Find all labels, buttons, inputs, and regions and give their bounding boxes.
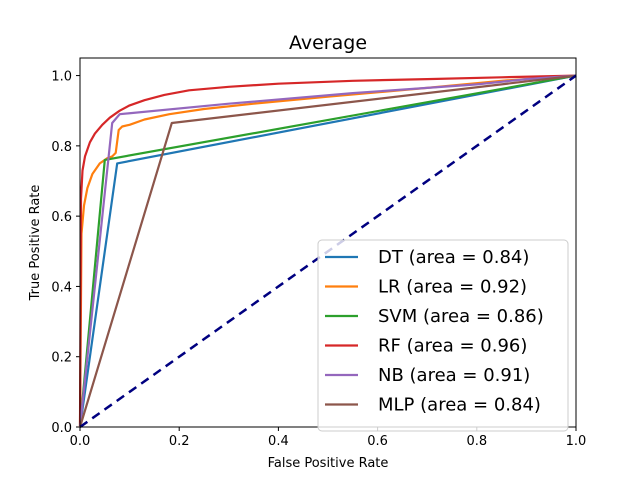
y-tick-label: 1.0 [51, 70, 72, 85]
series-line-3 [78, 74, 577, 428]
axis-ticks: 0.0 0.2 0.4 0.6 0.8 1.0 0.0 0.2 0.4 0.6 0.8 1.0 [51, 70, 586, 449]
x-tick-label: 0.8 [466, 434, 487, 449]
legend-label: SVM (area = 0.86) [378, 306, 544, 327]
legend-label: DT (area = 0.84) [378, 247, 529, 268]
legend-label: LR (area = 0.92) [378, 277, 527, 298]
x-tick-label: 1.0 [566, 434, 587, 449]
legend-label: NB (area = 0.91) [378, 365, 530, 386]
legend-box [317, 239, 569, 432]
series-line-2 [78, 74, 577, 428]
x-axis-label: False Positive Rate [268, 456, 389, 471]
y-tick-label: 0.0 [51, 421, 72, 436]
x-tick-label: 0.6 [367, 434, 388, 449]
y-tick-label: 0.8 [51, 140, 72, 155]
x-tick-label: 0.0 [70, 434, 91, 449]
legend-label: RF (area = 0.96) [378, 336, 527, 357]
chart-title: Average [289, 32, 367, 54]
legend: DT (area = 0.84) LR (area = 0.92) SVM (are… [317, 239, 569, 432]
series-line-1 [78, 74, 577, 428]
y-tick-label: 0.6 [51, 210, 72, 225]
legend-label: MLP (area = 0.84) [378, 395, 541, 416]
series-line-5 [78, 74, 577, 428]
series-line-4 [78, 74, 577, 428]
y-axis-label: True Positive Rate [28, 185, 43, 302]
series-line-0 [78, 74, 577, 428]
y-tick-label: 0.4 [51, 280, 72, 295]
x-tick-label: 0.4 [268, 434, 289, 449]
x-tick-label: 0.2 [169, 434, 190, 449]
y-tick-label: 0.2 [51, 351, 72, 366]
